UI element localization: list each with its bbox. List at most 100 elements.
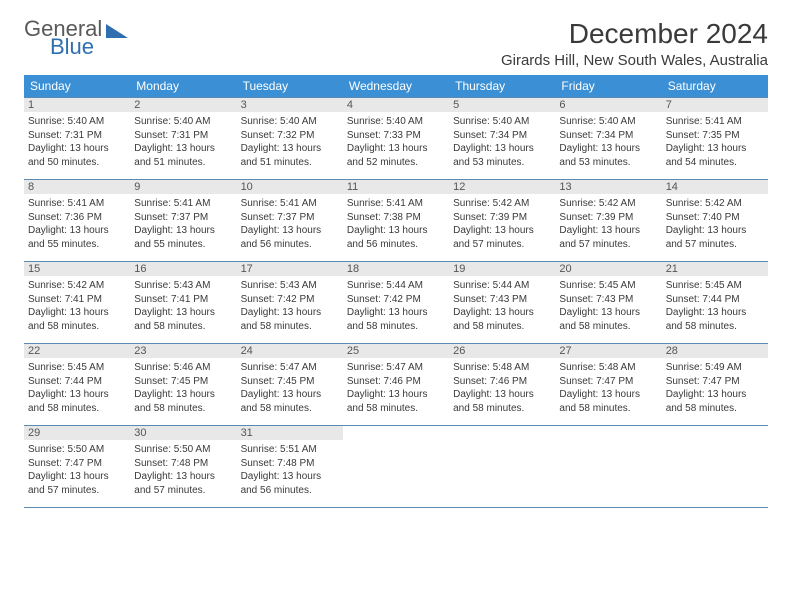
sunrise-line: Sunrise: 5:47 AM [347,361,445,375]
calendar-day-cell: 25 Sunrise: 5:47 AMSunset: 7:46 PMDayligh… [343,344,449,426]
sunset-line: Sunset: 7:39 PM [559,211,657,225]
sunrise-line: Sunrise: 5:44 AM [347,279,445,293]
calendar-day-cell: 3Sunrise: 5:40 AMSunset: 7:32 PMDaylight… [237,98,343,180]
sunrise-line: Sunrise: 5:43 AM [241,279,339,293]
day-number: 18 [343,262,449,276]
sunset-line: Sunset: 7:47 PM [28,457,126,471]
daylight-line: Daylight: 13 hours and 56 minutes. [241,470,339,497]
day-number: 13 [555,180,661,194]
calendar-day-cell: 15Sunrise: 5:42 AMSunset: 7:41 PMDayligh… [24,262,130,344]
sunset-line: Sunset: 7:32 PM [241,129,339,143]
day-number: 24 [237,344,343,358]
day-header-tuesday: Tuesday [237,75,343,98]
calendar-day-cell: 31Sunrise: 5:51 AMSunset: 7:48 PMDayligh… [237,426,343,508]
sunset-line: Sunset: 7:38 PM [347,211,445,225]
day-number: 19 [449,262,555,276]
daylight-line: Daylight: 13 hours and 53 minutes. [559,142,657,169]
sunset-line: Sunset: 7:35 PM [666,129,764,143]
daylight-line: Daylight: 13 hours and 58 minutes. [559,388,657,415]
sunrise-line: Sunrise: 5:40 AM [28,115,126,129]
sunrise-line: Sunrise: 5:44 AM [453,279,551,293]
sunrise-line: Sunrise: 5:41 AM [241,197,339,211]
day-number: 5 [449,98,555,112]
sunset-line: Sunset: 7:42 PM [347,293,445,307]
day-number: 6 [555,98,661,112]
title-block: December 2024 Girards Hill, New South Wa… [501,18,768,69]
sunset-line: Sunset: 7:46 PM [347,375,445,389]
sunrise-line: Sunrise: 5:40 AM [347,115,445,129]
calendar-header-row: Sunday Monday Tuesday Wednesday Thursday… [24,75,768,98]
calendar-table: Sunday Monday Tuesday Wednesday Thursday… [24,75,768,508]
logo: General Blue [24,18,128,58]
sunset-line: Sunset: 7:37 PM [134,211,232,225]
daylight-line: Daylight: 13 hours and 51 minutes. [241,142,339,169]
day-number: 1 [24,98,130,112]
day-number: 23 [130,344,236,358]
day-number: 14 [662,180,768,194]
sunset-line: Sunset: 7:43 PM [559,293,657,307]
daylight-line: Daylight: 13 hours and 54 minutes. [666,142,764,169]
daylight-line: Daylight: 13 hours and 56 minutes. [241,224,339,251]
daylight-line: Daylight: 13 hours and 55 minutes. [134,224,232,251]
daylight-line: Daylight: 13 hours and 58 minutes. [347,388,445,415]
day-number: 17 [237,262,343,276]
calendar-day-cell: 20 Sunrise: 5:45 AMSunset: 7:43 PMDayligh… [555,262,661,344]
day-number: 25 [343,344,449,358]
sunset-line: Sunset: 7:48 PM [241,457,339,471]
day-header-wednesday: Wednesday [343,75,449,98]
calendar-day-cell: 26Sunrise: 5:48 AMSunset: 7:46 PMDayligh… [449,344,555,426]
day-number: 28 [662,344,768,358]
calendar-body: 1Sunrise: 5:40 AMSunset: 7:31 PMDaylight… [24,98,768,508]
sunset-line: Sunset: 7:37 PM [241,211,339,225]
sunset-line: Sunset: 7:44 PM [28,375,126,389]
sunrise-line: Sunrise: 5:45 AM [666,279,764,293]
page-header: General Blue December 2024 Girards Hill,… [24,18,768,69]
sunrise-line: Sunrise: 5:41 AM [347,197,445,211]
sunset-line: Sunset: 7:40 PM [666,211,764,225]
calendar-day-cell: 30Sunrise: 5:50 AMSunset: 7:48 PMDayligh… [130,426,236,508]
day-number: 26 [449,344,555,358]
sunset-line: Sunset: 7:45 PM [134,375,232,389]
day-number: 22 [24,344,130,358]
sunrise-line: Sunrise: 5:45 AM [559,279,657,293]
sunrise-line: Sunrise: 5:49 AM [666,361,764,375]
calendar-day-cell: 12Sunrise: 5:42 AMSunset: 7:39 PMDayligh… [449,180,555,262]
sunset-line: Sunset: 7:47 PM [559,375,657,389]
calendar-day-cell: 24Sunrise: 5:47 AMSunset: 7:45 PMDayligh… [237,344,343,426]
calendar-day-cell: 27Sunrise: 5:48 AMSunset: 7:47 PMDayligh… [555,344,661,426]
calendar-day-cell: 1Sunrise: 5:40 AMSunset: 7:31 PMDaylight… [24,98,130,180]
daylight-line: Daylight: 13 hours and 53 minutes. [453,142,551,169]
daylight-line: Daylight: 13 hours and 57 minutes. [666,224,764,251]
calendar-day-cell: 11Sunrise: 5:41 AMSunset: 7:38 PMDayligh… [343,180,449,262]
calendar-day-cell: 8Sunrise: 5:41 AMSunset: 7:36 PMDaylight… [24,180,130,262]
day-number: 20 [555,262,661,276]
calendar-day-cell: 29Sunrise: 5:50 AMSunset: 7:47 PMDayligh… [24,426,130,508]
calendar-day-cell: 21Sunrise: 5:45 AMSunset: 7:44 PMDayligh… [662,262,768,344]
sunset-line: Sunset: 7:34 PM [559,129,657,143]
daylight-line: Daylight: 13 hours and 58 minutes. [559,306,657,333]
calendar-week-row: 8Sunrise: 5:41 AMSunset: 7:36 PMDaylight… [24,180,768,262]
calendar-day-cell [449,426,555,508]
day-header-saturday: Saturday [662,75,768,98]
sunrise-line: Sunrise: 5:43 AM [134,279,232,293]
calendar-day-cell: 22Sunrise: 5:45 AMSunset: 7:44 PMDayligh… [24,344,130,426]
calendar-day-cell: 7Sunrise: 5:41 AMSunset: 7:35 PMDaylight… [662,98,768,180]
sunrise-line: Sunrise: 5:50 AM [134,443,232,457]
calendar-day-cell: 23Sunrise: 5:46 AMSunset: 7:45 PMDayligh… [130,344,236,426]
daylight-line: Daylight: 13 hours and 58 minutes. [453,388,551,415]
sunrise-line: Sunrise: 5:40 AM [453,115,551,129]
sunset-line: Sunset: 7:39 PM [453,211,551,225]
daylight-line: Daylight: 13 hours and 58 minutes. [347,306,445,333]
calendar-day-cell: 13Sunrise: 5:42 AMSunset: 7:39 PMDayligh… [555,180,661,262]
day-number: 10 [237,180,343,194]
daylight-line: Daylight: 13 hours and 58 minutes. [241,306,339,333]
sunrise-line: Sunrise: 5:41 AM [666,115,764,129]
day-header-friday: Friday [555,75,661,98]
day-number: 3 [237,98,343,112]
day-number: 21 [662,262,768,276]
sunset-line: Sunset: 7:41 PM [28,293,126,307]
calendar-day-cell: 5Sunrise: 5:40 AMSunset: 7:34 PMDaylight… [449,98,555,180]
sunset-line: Sunset: 7:31 PM [28,129,126,143]
sunset-line: Sunset: 7:36 PM [28,211,126,225]
sunrise-line: Sunrise: 5:40 AM [559,115,657,129]
